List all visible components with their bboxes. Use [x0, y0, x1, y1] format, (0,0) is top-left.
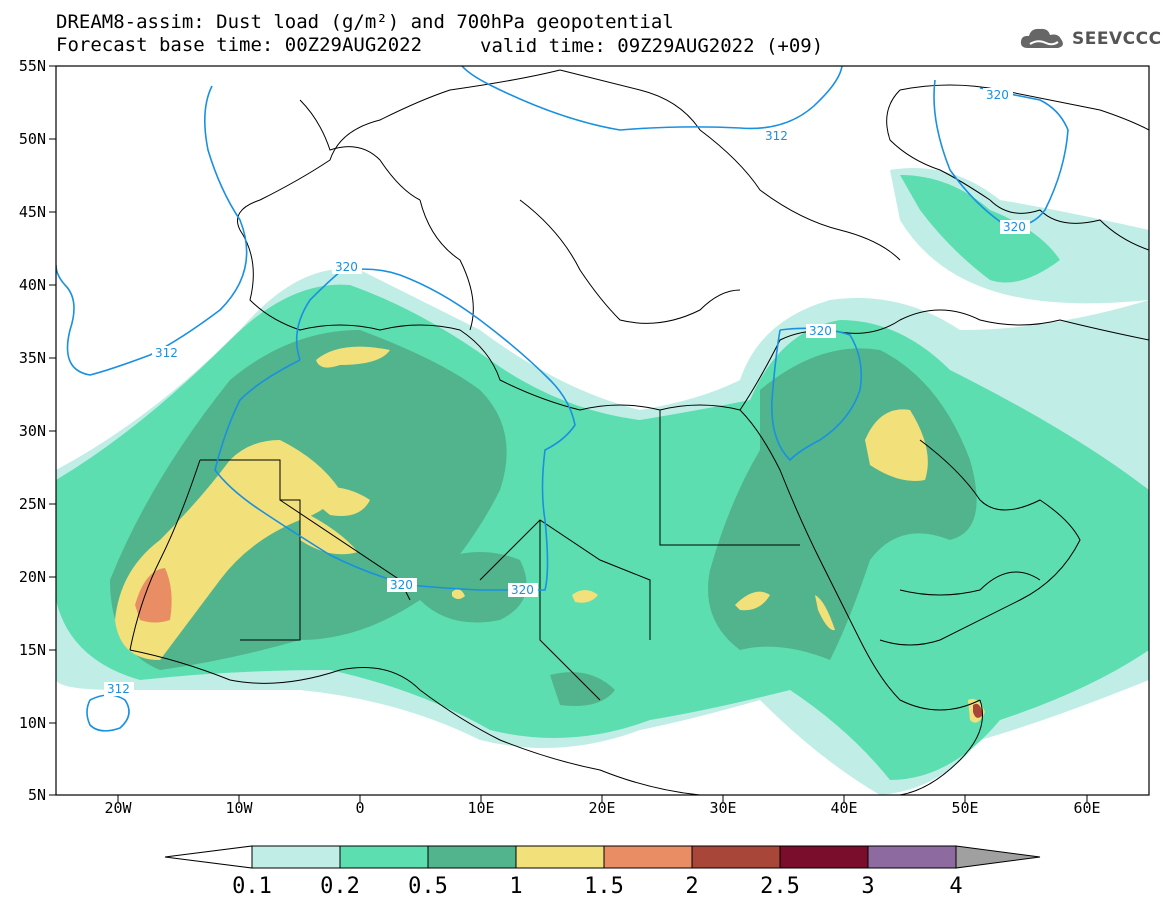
colorbar-label: 3 — [861, 874, 874, 899]
colorbar-swatch — [691, 845, 781, 869]
contour-label: 312 — [107, 682, 130, 696]
colorbar-over-arrow — [955, 845, 1041, 869]
contour-label: 320 — [986, 88, 1009, 102]
contour-312-north — [461, 66, 843, 131]
dust-region-1-redsea — [815, 595, 835, 631]
dust-region-1-egypt — [735, 591, 770, 611]
colorbar-swatch — [515, 845, 605, 869]
lat-tick-label: 35N — [19, 349, 46, 367]
contour-320-caspian — [933, 79, 1069, 227]
valid-time: valid time: 09Z29AUG2022 (+09) — [480, 35, 824, 57]
colorbar-label: 1 — [509, 874, 522, 899]
dust-region-0.2-caspian — [900, 175, 1060, 283]
lat-tick-label: 5N — [28, 786, 46, 804]
lon-tick-label: 30E — [709, 799, 736, 817]
colorbar-label: 0.5 — [408, 874, 448, 899]
colorbar-swatch — [251, 845, 341, 869]
colorbar: 0.1 0.2 0.5 1 1.5 2 2.5 3 4 — [164, 845, 1041, 899]
forecast-base-time: Forecast base time: 00Z29AUG2022 — [56, 34, 423, 56]
longitude-axis: 20W 10W 0 10E 20E 30E 40E 50E 60E — [104, 795, 1101, 817]
contour-labels: 312 320 312 320 320 320 312 320 320 — [104, 88, 1030, 696]
colorbar-label: 0.2 — [320, 874, 360, 899]
lon-tick-label: 40E — [830, 799, 857, 817]
lat-tick-label: 30N — [19, 422, 46, 440]
dust-region-1-iraq — [865, 409, 928, 481]
dust-region-1-chad-spot — [572, 590, 598, 603]
lat-tick-label: 20N — [19, 568, 46, 586]
dust-region-1-niger-spot — [452, 589, 465, 599]
colorbar-label: 2.5 — [760, 874, 800, 899]
dust-region-1.5-mauritania — [135, 568, 172, 623]
cloud-icon — [1020, 28, 1063, 48]
contour-label: 320 — [390, 578, 413, 592]
geopotential-contours — [56, 66, 1069, 732]
colorbar-label: 1.5 — [584, 874, 624, 899]
contour-320-east — [771, 327, 863, 462]
contour-label: 312 — [155, 346, 178, 360]
logo-text: SEEVCCC — [1072, 29, 1162, 49]
lat-tick-label: 55N — [19, 57, 46, 75]
lon-tick-label: 50E — [951, 799, 978, 817]
seevccc-logo: SEEVCCC — [1018, 24, 1162, 54]
lon-tick-label: 10E — [467, 799, 494, 817]
contour-320-main — [214, 268, 576, 591]
lon-tick-label: 0 — [355, 799, 364, 817]
dust-region-0.5-chad — [420, 552, 527, 623]
colorbar-under-arrow — [164, 845, 253, 869]
colorbar-swatch — [427, 845, 517, 869]
map-title: DREAM8-assim: Dust load (g/m²) and 700hP… — [56, 11, 674, 33]
colorbar-swatch — [339, 845, 429, 869]
dust-region-0.5-sudan — [550, 672, 615, 706]
colorbar-label: 4 — [949, 874, 962, 899]
contour-label: 320 — [1003, 220, 1026, 234]
lat-tick-label: 40N — [19, 276, 46, 294]
lon-tick-label: 60E — [1073, 799, 1100, 817]
contour-label: 320 — [809, 324, 832, 338]
colorbar-swatch — [779, 845, 869, 869]
colorbar-swatch — [603, 845, 693, 869]
dust-region-1-morocco — [316, 346, 390, 368]
contour-label: 320 — [335, 260, 358, 274]
dust-region-2-somalia — [973, 703, 983, 718]
lat-tick-label: 25N — [19, 495, 46, 513]
lat-tick-label: 50N — [19, 130, 46, 148]
contour-label: 320 — [511, 583, 534, 597]
contour-312-west — [56, 85, 248, 376]
lon-tick-label: 20E — [588, 799, 615, 817]
contour-label: 312 — [765, 129, 788, 143]
dust-region-1-algeria — [300, 486, 370, 516]
contour-312-atlantic — [86, 694, 130, 732]
lat-tick-label: 45N — [19, 203, 46, 221]
lon-tick-label: 10W — [225, 799, 253, 817]
colorbar-swatch — [867, 845, 957, 869]
latitude-axis: 55N 50N 45N 40N 35N 30N 25N 20N 15N 10N … — [19, 57, 56, 804]
dust-field: 312 320 312 320 320 320 312 320 320 — [56, 66, 1149, 795]
colorbar-label: 0.1 — [232, 874, 272, 899]
colorbar-label: 2 — [685, 874, 698, 899]
lat-tick-label: 10N — [19, 714, 46, 732]
lon-tick-label: 20W — [104, 799, 132, 817]
lat-tick-label: 15N — [19, 641, 46, 659]
